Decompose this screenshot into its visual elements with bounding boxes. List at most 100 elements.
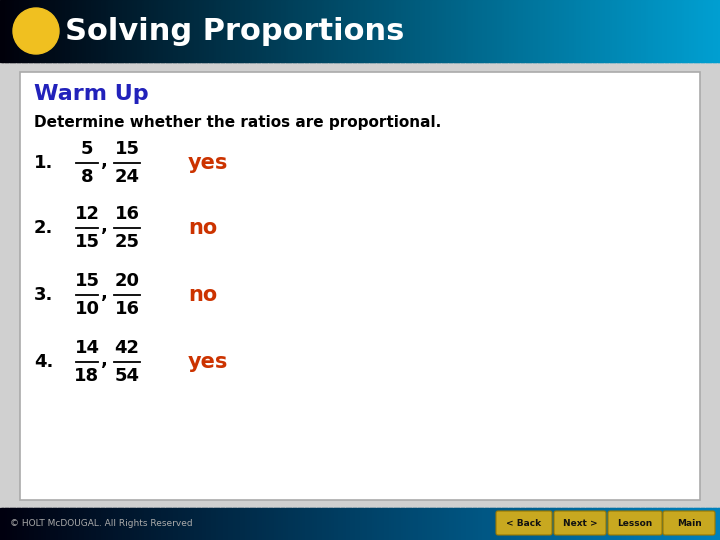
Bar (675, 0, 678, 62)
Bar (444, 0, 447, 62)
Bar (243, 508, 246, 540)
Bar (297, 0, 301, 62)
Ellipse shape (13, 8, 59, 54)
Bar (79, 508, 83, 540)
Bar (336, 0, 339, 62)
Bar (329, 508, 332, 540)
Bar (708, 0, 711, 62)
Bar (60, 0, 63, 62)
Bar (410, 0, 414, 62)
Bar (225, 508, 229, 540)
Bar (269, 0, 272, 62)
Bar (516, 0, 519, 62)
Bar (135, 508, 138, 540)
Bar (166, 0, 169, 62)
Bar (86, 508, 90, 540)
Bar (362, 0, 366, 62)
Bar (610, 0, 613, 62)
Bar (557, 0, 560, 62)
Bar (463, 0, 467, 62)
Bar (307, 508, 310, 540)
Bar (168, 508, 171, 540)
Bar (629, 0, 632, 62)
Bar (279, 508, 282, 540)
Bar (603, 0, 606, 62)
Bar (38, 508, 42, 540)
Bar (631, 0, 634, 62)
Bar (567, 508, 570, 540)
Bar (293, 508, 296, 540)
Bar (437, 508, 440, 540)
Bar (286, 508, 289, 540)
Bar (45, 508, 49, 540)
Bar (434, 508, 438, 540)
Bar (319, 0, 323, 62)
Text: 16: 16 (114, 205, 140, 223)
Bar (81, 0, 85, 62)
Bar (326, 0, 330, 62)
Bar (261, 0, 265, 62)
Bar (110, 508, 114, 540)
Bar (526, 508, 529, 540)
Bar (103, 508, 107, 540)
Bar (86, 0, 90, 62)
Bar (101, 508, 104, 540)
Bar (427, 508, 431, 540)
Bar (569, 0, 572, 62)
Bar (677, 508, 680, 540)
Bar (7, 508, 11, 540)
Bar (310, 0, 313, 62)
Bar (158, 0, 162, 62)
Bar (595, 0, 598, 62)
Bar (113, 508, 116, 540)
Bar (516, 508, 519, 540)
Bar (598, 508, 601, 540)
Bar (432, 508, 436, 540)
Bar (106, 508, 109, 540)
Bar (703, 508, 706, 540)
Bar (228, 508, 231, 540)
Bar (14, 508, 18, 540)
Bar (312, 508, 315, 540)
Bar (542, 508, 546, 540)
Bar (691, 0, 695, 62)
Bar (142, 0, 145, 62)
Bar (384, 508, 387, 540)
Bar (526, 0, 529, 62)
Bar (338, 0, 342, 62)
Bar (74, 508, 78, 540)
Text: 20: 20 (114, 272, 140, 290)
Bar (182, 508, 186, 540)
Bar (554, 0, 558, 62)
Bar (549, 508, 553, 540)
Bar (696, 0, 699, 62)
Bar (115, 508, 119, 540)
Bar (557, 508, 560, 540)
Text: 2.: 2. (34, 219, 53, 237)
Bar (185, 0, 188, 62)
Bar (451, 0, 454, 62)
Bar (665, 508, 668, 540)
Bar (233, 0, 236, 62)
Bar (0, 508, 4, 540)
Bar (53, 508, 56, 540)
Text: yes: yes (188, 153, 228, 173)
Bar (552, 508, 555, 540)
Text: no: no (188, 285, 217, 305)
Bar (101, 0, 104, 62)
Bar (475, 0, 479, 62)
Text: © HOLT McDOUGAL. All Rights Reserved: © HOLT McDOUGAL. All Rights Reserved (10, 519, 193, 529)
Bar (122, 508, 126, 540)
Bar (319, 508, 323, 540)
Bar (247, 0, 251, 62)
Text: 15: 15 (114, 140, 140, 158)
Bar (675, 508, 678, 540)
Bar (362, 508, 366, 540)
Bar (535, 0, 539, 62)
Bar (718, 0, 720, 62)
Bar (279, 0, 282, 62)
Bar (614, 508, 618, 540)
Bar (540, 508, 544, 540)
Text: 16: 16 (114, 300, 140, 318)
Bar (456, 0, 459, 62)
